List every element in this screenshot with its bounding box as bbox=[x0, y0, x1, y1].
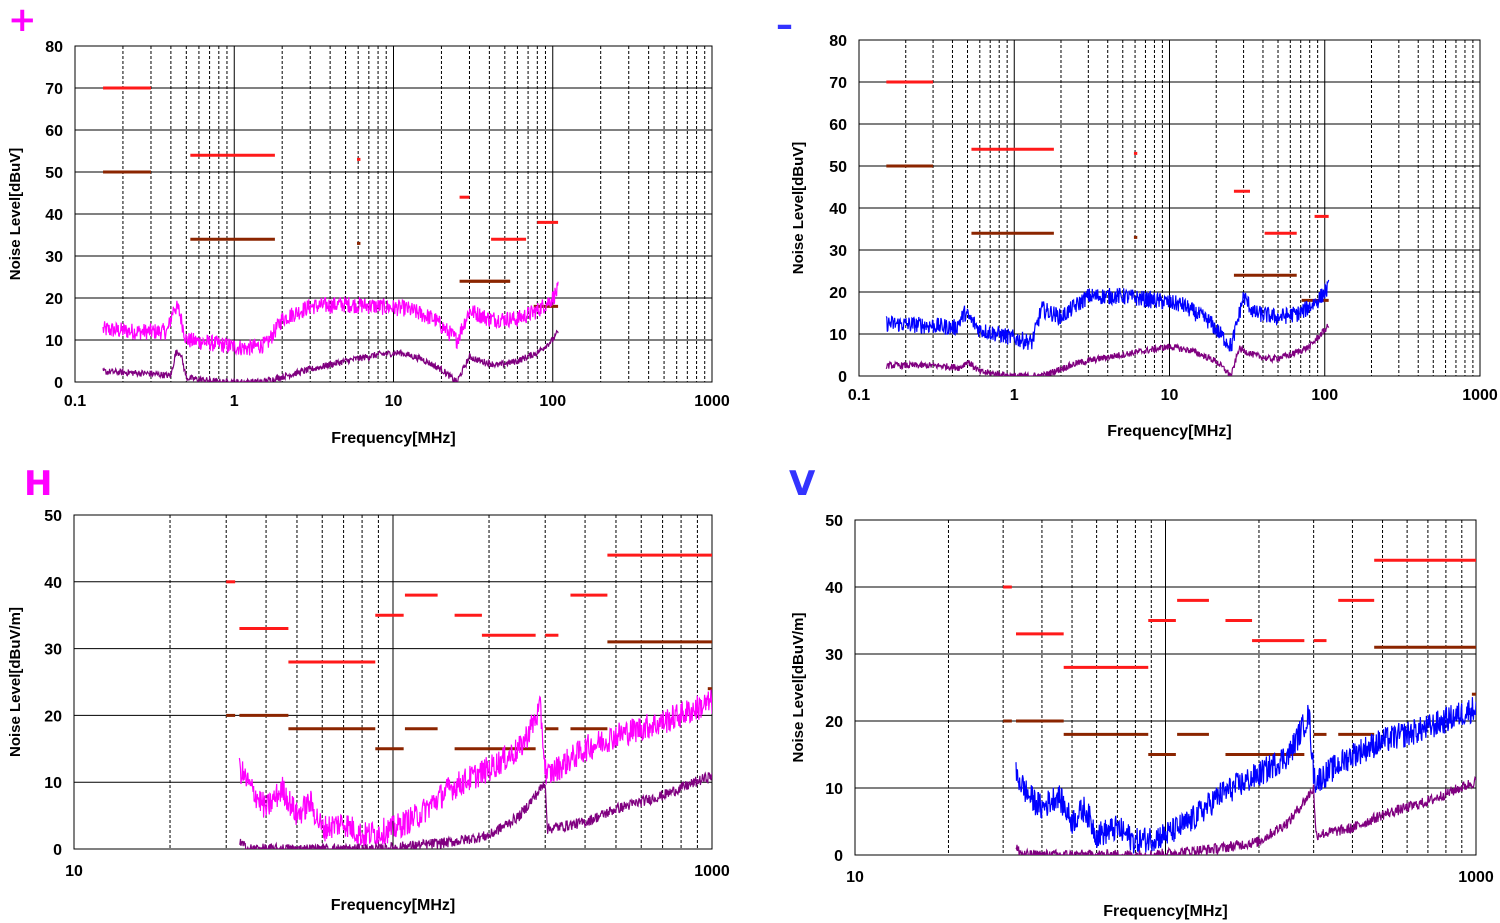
series-line-average bbox=[238, 771, 712, 849]
y-tick-label: 30 bbox=[44, 642, 62, 659]
y-tick-label: 10 bbox=[829, 327, 847, 344]
x-tick-label: 1000 bbox=[694, 863, 730, 880]
chart-minus: 0 10 20 30 40 50 60 70 80 0.1 1 10 100 1000 Frequency[… bbox=[790, 33, 1498, 440]
x-tick-label: 10 bbox=[385, 393, 403, 410]
y-tick-label: 30 bbox=[45, 249, 63, 266]
y-axis-title: Noise Level[dBuV] bbox=[7, 148, 24, 281]
chart-plus: 0 10 20 30 40 50 60 70 80 0.1 1 10 100 1000 Frequency[… bbox=[7, 39, 730, 447]
x-axis-title: Frequency[MHz] bbox=[1107, 423, 1231, 440]
y-tick-label: 50 bbox=[825, 513, 843, 530]
x-tick-label: 100 bbox=[539, 393, 566, 410]
y-tick-label: 30 bbox=[825, 647, 843, 664]
y-tick-label: 10 bbox=[45, 333, 63, 350]
x-tick-label: 1000 bbox=[1458, 869, 1494, 886]
series-line-peak bbox=[885, 279, 1330, 352]
y-tick-label: 0 bbox=[53, 842, 62, 859]
x-tick-label: 0.1 bbox=[64, 393, 86, 410]
y-tick-label: 50 bbox=[44, 508, 62, 525]
x-tick-label: 1000 bbox=[1462, 387, 1498, 404]
series-line-average bbox=[102, 329, 559, 382]
y-tick-label: 60 bbox=[829, 117, 847, 134]
y-tick-label: 80 bbox=[829, 33, 847, 50]
y-tick-label: 80 bbox=[45, 39, 63, 56]
panel-label-plus: + bbox=[8, 0, 37, 40]
y-tick-label: 70 bbox=[45, 81, 63, 98]
x-tick-label: 1 bbox=[1010, 387, 1019, 404]
x-tick-label: 0.1 bbox=[848, 387, 870, 404]
x-tick-label: 1000 bbox=[694, 393, 730, 410]
y-tick-label: 0 bbox=[54, 375, 63, 392]
y-tick-label: 70 bbox=[829, 75, 847, 92]
x-tick-label: 10 bbox=[65, 863, 83, 880]
y-tick-label: 40 bbox=[45, 207, 63, 224]
series-line-average bbox=[1015, 776, 1476, 855]
y-axis-title: Noise Level[dBuV] bbox=[790, 142, 807, 275]
y-tick-label: 20 bbox=[829, 285, 847, 302]
panel-label-v: V bbox=[789, 464, 816, 504]
series-line-average bbox=[885, 323, 1330, 376]
y-tick-label: 10 bbox=[44, 775, 62, 792]
x-tick-label: 100 bbox=[1311, 387, 1338, 404]
y-tick-label: 40 bbox=[825, 580, 843, 597]
y-tick-label: 30 bbox=[829, 243, 847, 260]
series-line-peak bbox=[238, 689, 712, 846]
x-axis-title: Frequency[MHz] bbox=[331, 430, 455, 447]
panel-label-h: H bbox=[24, 464, 53, 504]
y-tick-label: 0 bbox=[834, 848, 843, 865]
y-tick-label: 20 bbox=[44, 708, 62, 725]
series-line-peak bbox=[102, 281, 559, 356]
x-tick-label: 1 bbox=[230, 393, 239, 410]
y-tick-label: 40 bbox=[44, 575, 62, 592]
y-tick-label: 40 bbox=[829, 201, 847, 218]
y-tick-label: 60 bbox=[45, 123, 63, 140]
x-tick-label: 10 bbox=[846, 869, 864, 886]
x-tick-label: 10 bbox=[1161, 387, 1179, 404]
y-tick-label: 50 bbox=[829, 159, 847, 176]
y-tick-label: 0 bbox=[838, 369, 847, 386]
y-tick-label: 20 bbox=[825, 714, 843, 731]
x-axis-title: Frequency[MHz] bbox=[1103, 903, 1227, 920]
panel-label-minus: – bbox=[776, 5, 793, 45]
x-axis-title: Frequency[MHz] bbox=[331, 897, 455, 914]
series-line-peak bbox=[1015, 697, 1476, 854]
y-axis-title: Noise Level[dBuV/m] bbox=[790, 612, 807, 762]
y-axis-title: Noise Level[dBuV/m] bbox=[7, 607, 24, 757]
y-tick-label: 10 bbox=[825, 781, 843, 798]
y-tick-label: 20 bbox=[45, 291, 63, 308]
y-tick-label: 50 bbox=[45, 165, 63, 182]
